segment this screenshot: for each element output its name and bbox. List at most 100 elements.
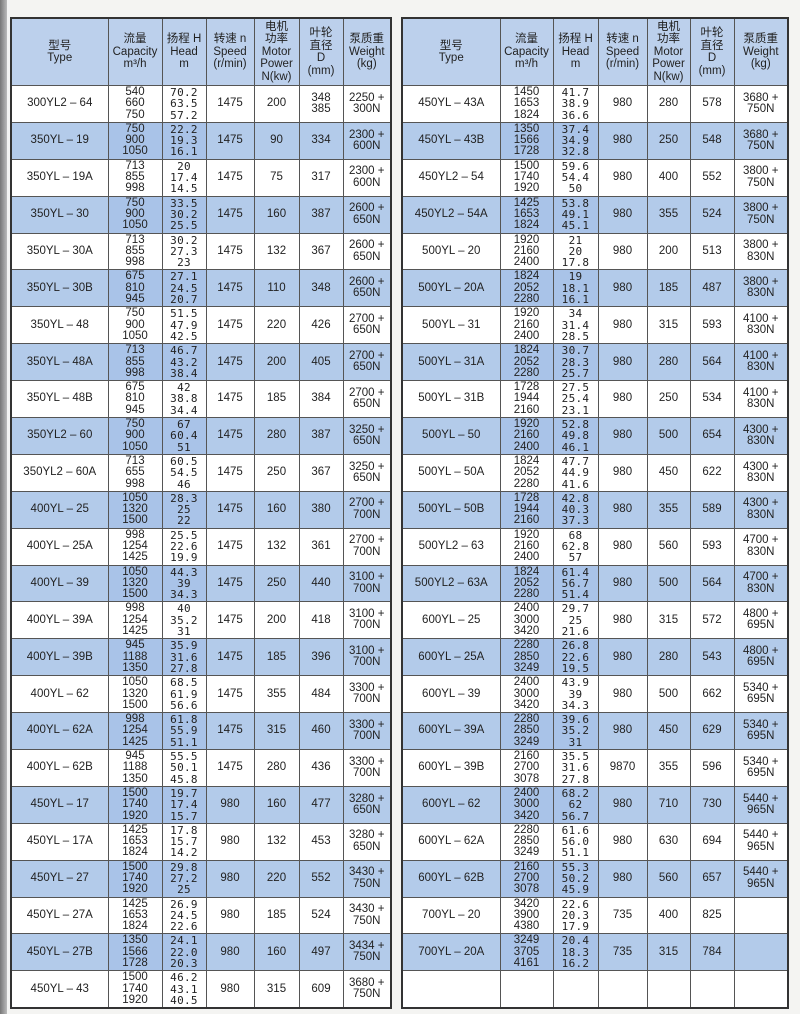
weight-value: 300N — [353, 102, 381, 115]
cell-power: 250 — [253, 564, 300, 603]
cell-capacity: 1425 1653 1824 — [107, 896, 163, 935]
cell-power: 90 — [253, 121, 300, 160]
diameter-value: 426 — [311, 318, 331, 331]
cell-power: 355 — [646, 749, 691, 787]
cell-weight: 2700 +650N — [342, 380, 392, 419]
cell-capacity: 1728 1944 2160 — [499, 380, 554, 419]
capacity-value: 1944 — [513, 503, 540, 516]
table-header: 型号 Type 流量 Capacity m³/h 扬程 H Head m 转速 n Speed (r… — [401, 17, 789, 86]
weight-value: 650N — [353, 434, 381, 447]
weight-value: 750N — [353, 951, 381, 964]
cell-power: 560 — [646, 859, 691, 898]
cell-type: 600YL – 39A — [401, 712, 501, 751]
cell-weight: 4300 +830N — [733, 453, 789, 492]
cell-speed: 1475 — [205, 85, 255, 123]
header-label: Head — [170, 45, 198, 58]
cell-type: 400YL – 39 — [10, 564, 109, 603]
header-label: m³/h — [123, 58, 147, 71]
cell-capacity — [499, 970, 554, 1009]
cell-capacity: 1425 1653 1824 — [107, 822, 163, 861]
cell-power: 315 — [253, 970, 300, 1009]
head-value: 20.7 — [170, 293, 198, 307]
head-value: 25.7 — [561, 366, 590, 380]
capacity-value: 3078 — [513, 883, 540, 896]
capacity-value: 1740 — [513, 171, 540, 184]
cell-speed: 980 — [597, 417, 648, 455]
weight-value: 650N — [353, 471, 381, 484]
diameter-value: 552 — [702, 171, 722, 184]
capacity-value: 1500 — [122, 786, 148, 799]
weight-value: 4300 + — [743, 423, 779, 436]
capacity-value: 655 — [125, 466, 145, 479]
capacity-value: 1653 — [122, 908, 148, 921]
table-row: 500YL – 31 1920 2160 2400 34 31.4 28.5 980 315 59… — [401, 306, 789, 345]
head-value: 34.4 — [170, 403, 198, 417]
capacity-value: 855 — [125, 171, 145, 184]
capacity-value: 2850 — [513, 650, 540, 663]
head-value: 46.1 — [561, 440, 590, 454]
cell-speed: 980 — [205, 785, 255, 824]
capacity-value: 1050 — [122, 219, 148, 232]
head-value: 20.3 — [170, 957, 198, 971]
weight-value: 965N — [747, 803, 775, 816]
cell-head: 68.5 61.9 56.6 — [161, 675, 207, 714]
cell-capacity: 945 1188 1350 — [107, 749, 163, 787]
cell-weight: 3680 +750N — [342, 970, 392, 1009]
diameter-value: 564 — [702, 576, 722, 589]
diameter-value: 629 — [702, 724, 722, 737]
diameter-value: 387 — [311, 207, 331, 220]
header-label: 功率 — [265, 33, 288, 46]
cell-capacity: 1824 2052 2280 — [499, 453, 554, 492]
table-row: 700YL – 20A 3249 3705 4161 20.4 18.3 16.2 735 31… — [401, 933, 789, 972]
cell-weight: 3300 +700N — [342, 675, 392, 714]
capacity-value: 2280 — [513, 588, 540, 601]
capacity-value: 1824 — [513, 454, 540, 467]
table-row: 450YL – 27B 1350 1566 1728 24.1 22.0 20.3 980 16… — [10, 933, 392, 972]
cell-capacity: 2280 2850 3249 — [499, 638, 554, 677]
diameter-value: 385 — [311, 102, 331, 115]
header-label: (kg) — [356, 58, 377, 71]
head-value: 55.5 — [170, 750, 198, 764]
weight-value: 650N — [353, 213, 381, 226]
cell-type: 450YL – 17 — [10, 785, 109, 824]
capacity-value: 713 — [125, 159, 145, 172]
table-row: 450YL – 43 1500 1740 1920 46.2 43.1 40.5 980 315… — [10, 970, 392, 1009]
head-value: 20 — [568, 244, 583, 258]
weight-value: 3100 + — [349, 608, 385, 621]
cell-type: 500YL – 31 — [401, 306, 501, 345]
capacity-value: 675 — [125, 381, 145, 394]
cell-weight: 2300 +600N — [342, 158, 392, 197]
header-motor-power: 电机 功率 Motor Power N(kw) — [646, 17, 691, 86]
capacity-value: 2400 — [513, 551, 540, 564]
cell-head: 20 17.4 14.5 — [161, 158, 207, 197]
header-label: 扬程 H — [166, 33, 202, 46]
weight-value: 830N — [747, 398, 775, 411]
cell-power: 500 — [646, 564, 691, 603]
head-value: 27.5 — [561, 381, 590, 395]
cell-head: 41.7 38.9 36.6 — [552, 85, 599, 123]
head-value: 28.5 — [561, 329, 590, 343]
weight-value: 700N — [353, 766, 381, 779]
cell-type: 450YL – 43A — [401, 85, 501, 123]
cell-type: 400YL – 39A — [10, 601, 109, 640]
capacity-value: 1920 — [513, 418, 540, 431]
head-value: 45.1 — [561, 219, 590, 233]
capacity-value: 2052 — [513, 466, 540, 479]
capacity-value: 1653 — [513, 97, 540, 110]
cell-speed: 1475 — [205, 343, 255, 382]
cell-type: 500YL – 50A — [401, 453, 501, 492]
cell-speed: 980 — [597, 712, 648, 751]
cell-head: 27.5 25.4 23.1 — [552, 380, 599, 419]
weight-value: 3100 + — [349, 645, 385, 657]
cell-power: 185 — [646, 269, 691, 308]
head-value: 17.8 — [170, 823, 198, 837]
head-value: 40.3 — [561, 503, 590, 517]
capacity-value: 1050 — [122, 491, 148, 504]
capacity-value: 900 — [125, 134, 145, 147]
cell-speed: 1475 — [205, 232, 255, 271]
cell-weight: 2700 +650N — [342, 306, 392, 345]
weight-value: 3300 + — [349, 718, 385, 731]
head-value: 20.3 — [561, 908, 590, 922]
diameter-value: 348 — [311, 91, 331, 104]
head-value: 30.2 — [170, 207, 198, 221]
